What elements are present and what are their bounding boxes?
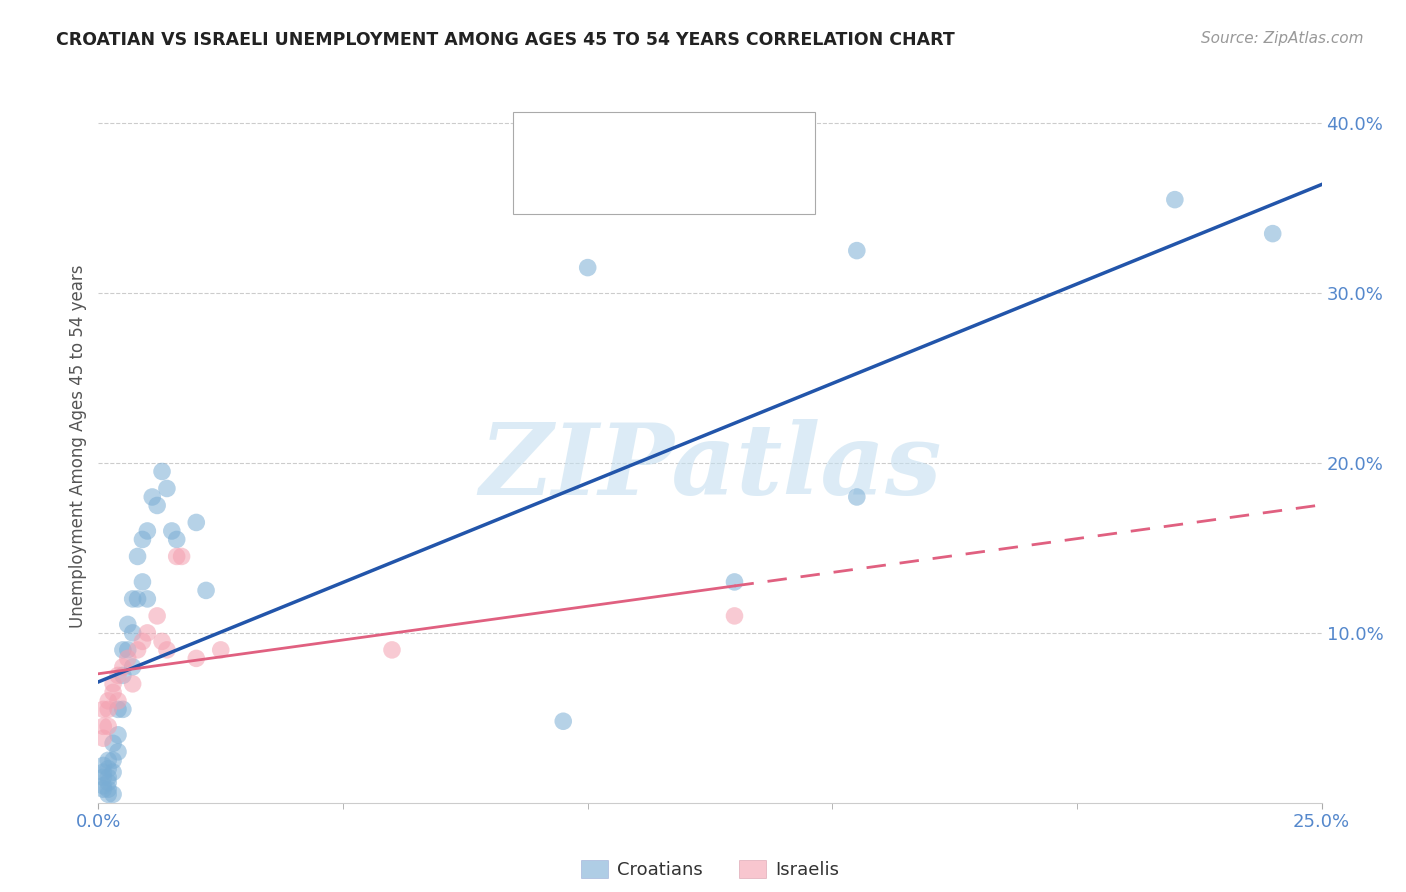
Point xyxy=(146,499,169,513)
Point xyxy=(127,549,149,564)
Point xyxy=(101,787,124,801)
Y-axis label: Unemployment Among Ages 45 to 54 years: Unemployment Among Ages 45 to 54 years xyxy=(69,264,87,628)
Point xyxy=(117,651,139,665)
Point xyxy=(136,591,159,606)
Point xyxy=(107,728,129,742)
Point xyxy=(97,753,120,767)
Point xyxy=(121,660,143,674)
Point xyxy=(97,775,120,789)
Point xyxy=(209,643,232,657)
Point xyxy=(97,702,120,716)
Point xyxy=(166,533,188,547)
Point xyxy=(127,643,149,657)
Point xyxy=(101,677,124,691)
Point xyxy=(381,643,404,657)
Point xyxy=(131,634,153,648)
Point xyxy=(101,753,124,767)
Point xyxy=(101,765,124,780)
Point xyxy=(97,787,120,801)
Point xyxy=(156,482,179,496)
Point xyxy=(91,702,114,716)
Point xyxy=(195,583,218,598)
Text: N =: N = xyxy=(665,176,717,194)
Point xyxy=(97,694,120,708)
Point xyxy=(121,591,143,606)
Point xyxy=(166,549,188,564)
Point xyxy=(111,668,134,682)
Point xyxy=(136,626,159,640)
Point xyxy=(576,260,599,275)
Point xyxy=(160,524,183,538)
Point xyxy=(186,516,208,530)
Point xyxy=(111,702,134,716)
Point xyxy=(101,685,124,699)
Point xyxy=(97,782,120,797)
Point xyxy=(136,524,159,538)
Point xyxy=(723,574,745,589)
Point xyxy=(845,244,868,258)
Text: N =: N = xyxy=(665,136,717,154)
Point xyxy=(156,643,179,657)
Text: 0.399: 0.399 xyxy=(598,176,654,194)
Text: CROATIAN VS ISRAELI UNEMPLOYMENT AMONG AGES 45 TO 54 YEARS CORRELATION CHART: CROATIAN VS ISRAELI UNEMPLOYMENT AMONG A… xyxy=(56,31,955,49)
Point xyxy=(121,677,143,691)
Point xyxy=(107,694,129,708)
Point xyxy=(97,762,120,776)
Text: 47: 47 xyxy=(717,136,742,154)
Point xyxy=(91,782,114,797)
Point xyxy=(121,626,143,640)
Point xyxy=(91,719,114,733)
Point xyxy=(91,731,114,746)
Point xyxy=(1164,193,1187,207)
Point xyxy=(91,779,114,793)
Point xyxy=(127,591,149,606)
Point xyxy=(107,702,129,716)
Point xyxy=(141,490,163,504)
Text: Source: ZipAtlas.com: Source: ZipAtlas.com xyxy=(1201,31,1364,46)
Point xyxy=(146,608,169,623)
Point xyxy=(111,660,134,674)
Point xyxy=(1261,227,1284,241)
Point xyxy=(170,549,193,564)
Text: 0.663: 0.663 xyxy=(598,136,654,154)
Point xyxy=(101,736,124,750)
Point xyxy=(553,714,575,729)
Text: 25: 25 xyxy=(717,176,742,194)
Point xyxy=(91,758,114,772)
Point xyxy=(186,651,208,665)
Text: R =: R = xyxy=(555,136,595,154)
Point xyxy=(111,643,134,657)
Point xyxy=(91,770,114,784)
Point xyxy=(91,765,114,780)
Point xyxy=(131,574,153,589)
Text: R =: R = xyxy=(555,176,595,194)
Point xyxy=(107,745,129,759)
Legend: Croatians, Israelis: Croatians, Israelis xyxy=(574,853,846,887)
Text: ZIPatlas: ZIPatlas xyxy=(479,419,941,516)
Point xyxy=(150,465,173,479)
Point xyxy=(97,719,120,733)
Point xyxy=(107,668,129,682)
Point xyxy=(723,608,745,623)
Point xyxy=(117,643,139,657)
Point xyxy=(131,533,153,547)
Point xyxy=(97,770,120,784)
Point xyxy=(150,634,173,648)
Point xyxy=(117,617,139,632)
Point xyxy=(845,490,868,504)
